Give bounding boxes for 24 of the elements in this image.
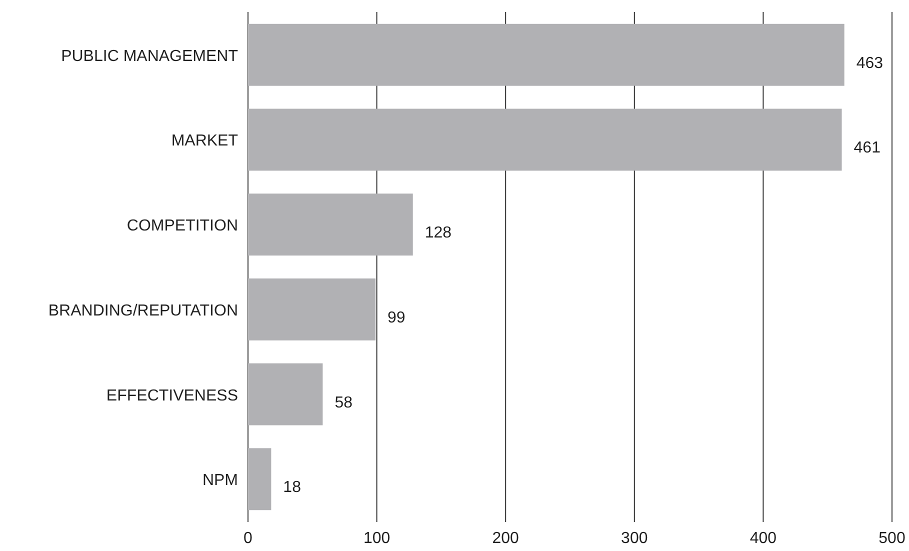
y-tick-label: NPM <box>202 472 238 490</box>
x-tick-label: 100 <box>363 530 390 547</box>
data-label: 463 <box>856 54 884 72</box>
x-tick-label: 500 <box>878 530 906 547</box>
bar <box>248 108 842 171</box>
bar <box>248 363 323 426</box>
x-tick-label: 200 <box>492 530 520 547</box>
y-tick-label: EFFECTIVENESS <box>106 387 238 404</box>
y-tick-label: MARKET <box>171 132 238 150</box>
data-label: 461 <box>854 140 881 157</box>
data-label: 58 <box>334 394 353 412</box>
data-label: 99 <box>388 309 406 326</box>
data-label: 18 <box>283 479 302 496</box>
bar <box>248 278 376 340</box>
bar <box>248 24 844 86</box>
data-label: 128 <box>424 224 452 242</box>
y-tick-label: BRANDING/REPUTATION <box>48 302 238 320</box>
x-tick-label: 400 <box>750 530 777 547</box>
bar <box>248 448 272 510</box>
x-tick-label: 0 <box>244 530 253 547</box>
bar <box>248 194 413 256</box>
x-tick-label: 300 <box>621 530 648 547</box>
y-tick-label: PUBLIC MANAGEMENT <box>61 48 238 65</box>
y-tick-label: COMPETITION <box>126 218 238 235</box>
